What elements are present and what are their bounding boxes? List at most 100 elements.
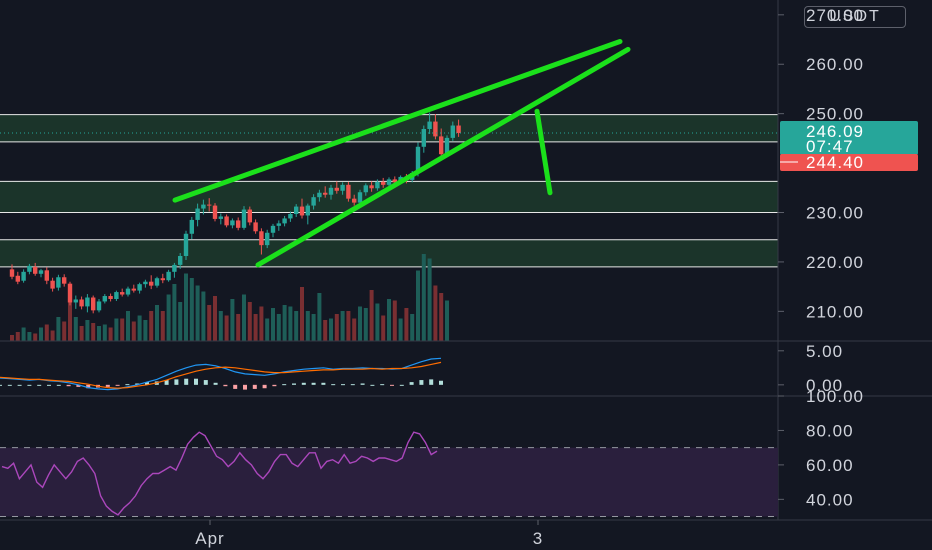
- macd-signal-line: [0, 361, 442, 389]
- wedge-trendline: [255, 46, 631, 268]
- volume-bar: [114, 318, 119, 341]
- macd-histogram-bar: [7, 384, 12, 386]
- macd-histogram-bar: [399, 384, 404, 386]
- rsi-axis-tick-label: 100.00: [806, 387, 864, 406]
- volume-bar: [184, 273, 188, 341]
- current-price-label: 246.09: [806, 122, 864, 141]
- volume-bar: [97, 326, 101, 341]
- macd-histogram-bar: [76, 384, 81, 387]
- volume-bar: [294, 311, 299, 341]
- volume-bar: [39, 327, 43, 341]
- candle-body: [323, 192, 328, 195]
- candle-body: [334, 187, 339, 191]
- candle-body: [137, 284, 142, 291]
- volume-bar: [323, 320, 328, 341]
- macd-histogram-bar: [17, 384, 22, 386]
- macd-histogram-bar: [125, 384, 130, 386]
- candle-body: [102, 296, 107, 302]
- projection-arrow: [534, 108, 553, 196]
- volume-bar: [329, 318, 333, 341]
- candle-body: [299, 206, 305, 216]
- volume-bar: [271, 308, 275, 341]
- candle-body: [230, 220, 235, 226]
- candle-body: [317, 192, 322, 198]
- candle-body: [114, 292, 119, 299]
- volume-bar: [166, 294, 171, 341]
- candle-body: [183, 233, 189, 256]
- support-resistance-zone: [0, 239, 778, 267]
- candle-body: [392, 179, 397, 183]
- volume-bar: [44, 324, 49, 341]
- macd-histogram-bar: [174, 379, 179, 385]
- price-axis-tick-label: 220.00: [806, 253, 864, 272]
- candle-body: [276, 223, 281, 226]
- volume-bar: [416, 270, 420, 341]
- macd-histogram-bar: [145, 382, 149, 385]
- macd-histogram-bar: [164, 380, 169, 385]
- candle-body: [340, 184, 345, 191]
- volume-bar: [195, 285, 200, 341]
- previous-close-tag: [780, 153, 918, 171]
- volume-bar: [21, 327, 26, 341]
- volume-bar: [224, 315, 229, 341]
- candle-body: [375, 181, 380, 189]
- volume-bar: [155, 305, 159, 341]
- candle-body: [73, 299, 78, 303]
- candle-body: [166, 271, 171, 281]
- macd-histogram-bar: [262, 384, 267, 389]
- macd-histogram-bar: [419, 380, 424, 385]
- price-axis-tick-label: 260.00: [806, 55, 864, 74]
- candle-body: [15, 275, 20, 282]
- volume-bar: [131, 321, 136, 341]
- volume-bar: [126, 311, 130, 341]
- volume-bar: [381, 315, 386, 341]
- macd-axis-tick-label: 0.00: [806, 376, 843, 395]
- volume-bar: [282, 305, 287, 341]
- volume-bar: [213, 296, 217, 341]
- currency-unit-badge[interactable]: USDT: [804, 6, 906, 28]
- price-axis-tick-label: 250.00: [806, 105, 864, 124]
- candle-body: [27, 265, 32, 272]
- macd-histogram-bar: [390, 384, 394, 386]
- volume-bar: [369, 290, 374, 341]
- macd-histogram-bar: [370, 384, 375, 386]
- candle-body: [125, 288, 131, 295]
- macd-histogram-bar: [360, 383, 365, 385]
- macd-histogram-bar: [439, 380, 443, 385]
- volume-bar: [178, 302, 183, 341]
- candle-body: [108, 296, 113, 299]
- volume-bar: [15, 332, 20, 341]
- candle-body: [265, 232, 270, 246]
- candle-body: [270, 225, 276, 233]
- candle-body: [363, 185, 368, 193]
- candle-body: [294, 206, 299, 214]
- candle-body: [218, 216, 223, 219]
- macd-histogram-bar: [282, 384, 287, 386]
- volume-bar: [398, 318, 403, 341]
- volume-bar: [421, 254, 426, 341]
- rsi-axis-tick-label: 40.00: [806, 490, 854, 509]
- volume-bar: [137, 315, 142, 341]
- volume-bar: [218, 311, 223, 341]
- volume-bar: [68, 300, 72, 341]
- price-axis-tick-label: 230.00: [806, 204, 864, 223]
- volume-bar: [189, 278, 194, 341]
- rsi-band-background: [0, 447, 778, 517]
- volume-bar: [247, 302, 252, 341]
- macd-histogram-bar: [331, 384, 336, 386]
- volume-bar: [201, 291, 206, 341]
- countdown-label: 07:47: [806, 137, 854, 156]
- volume-bar: [50, 330, 55, 341]
- volume-bar: [56, 317, 61, 341]
- candle-body: [79, 299, 84, 307]
- candle-body: [427, 121, 432, 129]
- volume-bar: [73, 317, 78, 341]
- volume-bar: [91, 323, 96, 341]
- volume-bar: [334, 314, 339, 341]
- candle-body: [212, 205, 218, 219]
- candle-body: [85, 297, 90, 307]
- macd-histogram-bar: [47, 384, 51, 386]
- volume-bar: [410, 314, 415, 341]
- candle-body: [120, 292, 125, 295]
